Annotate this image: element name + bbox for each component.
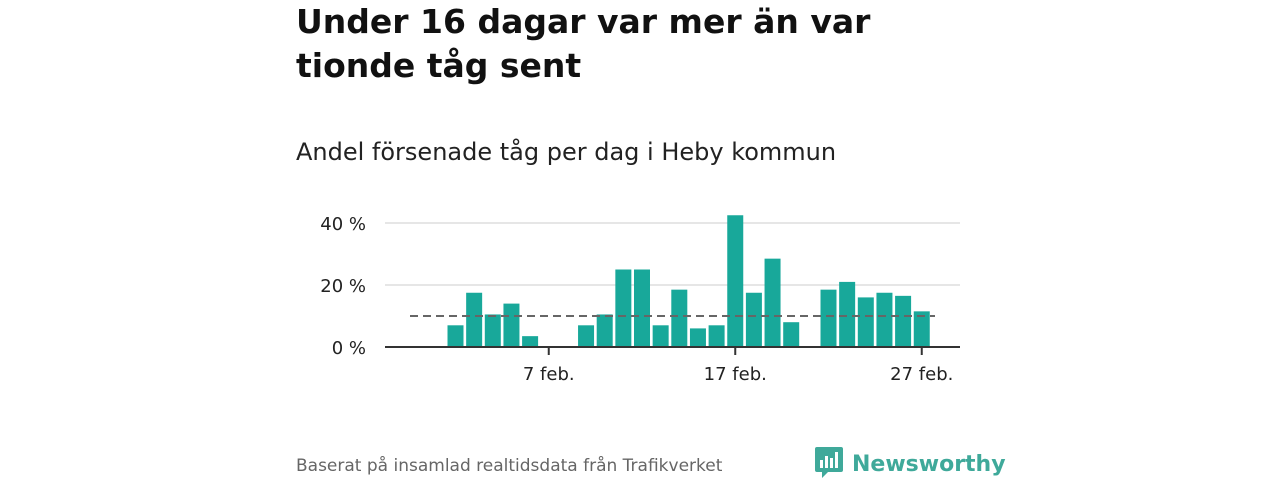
bar: [615, 269, 632, 347]
bar: [634, 269, 650, 347]
bar: [466, 292, 483, 347]
source-note: Baserat på insamlad realtidsdata från Tr…: [296, 456, 723, 476]
bar: [652, 325, 669, 347]
x-tick-label: 27 feb.: [890, 364, 953, 385]
bars: [447, 215, 930, 347]
bar: [764, 258, 781, 347]
bar: [689, 328, 706, 347]
bar: [839, 281, 856, 347]
brand-name: Newsworthy: [852, 451, 1006, 477]
grid-lines: [385, 222, 960, 286]
chart-subtitle: Andel försenade tåg per dag i Heby kommu…: [296, 138, 837, 166]
x-tick-label: 7 feb.: [523, 364, 575, 385]
y-tick-label: 40 %: [320, 214, 366, 235]
chart-title: Under 16 dagar var mer än var tionde tåg…: [296, 2, 871, 85]
bar: [578, 325, 595, 347]
bar: [783, 322, 800, 347]
bar: [820, 289, 837, 347]
bar: [876, 292, 893, 347]
newsworthy-logo-icon: [814, 445, 844, 483]
y-tick-label: 20 %: [320, 276, 366, 297]
bar: [913, 311, 930, 347]
y-tick-label: 0 %: [332, 338, 366, 359]
axes: 0 % 20 % 40 % 7 feb. 17 feb. 27 feb.: [320, 214, 960, 385]
bar: [522, 336, 539, 347]
bar: [895, 295, 912, 347]
bar: [708, 325, 725, 347]
bar: [484, 314, 501, 347]
bar: [503, 303, 520, 347]
x-tick-label: 17 feb.: [704, 364, 767, 385]
bar: [857, 297, 874, 347]
bar: [727, 215, 744, 347]
bar: [596, 314, 613, 347]
brand-logo: Newsworthy: [814, 445, 1006, 483]
bar: [671, 289, 688, 347]
bar: [745, 292, 762, 347]
bar: [447, 325, 464, 347]
